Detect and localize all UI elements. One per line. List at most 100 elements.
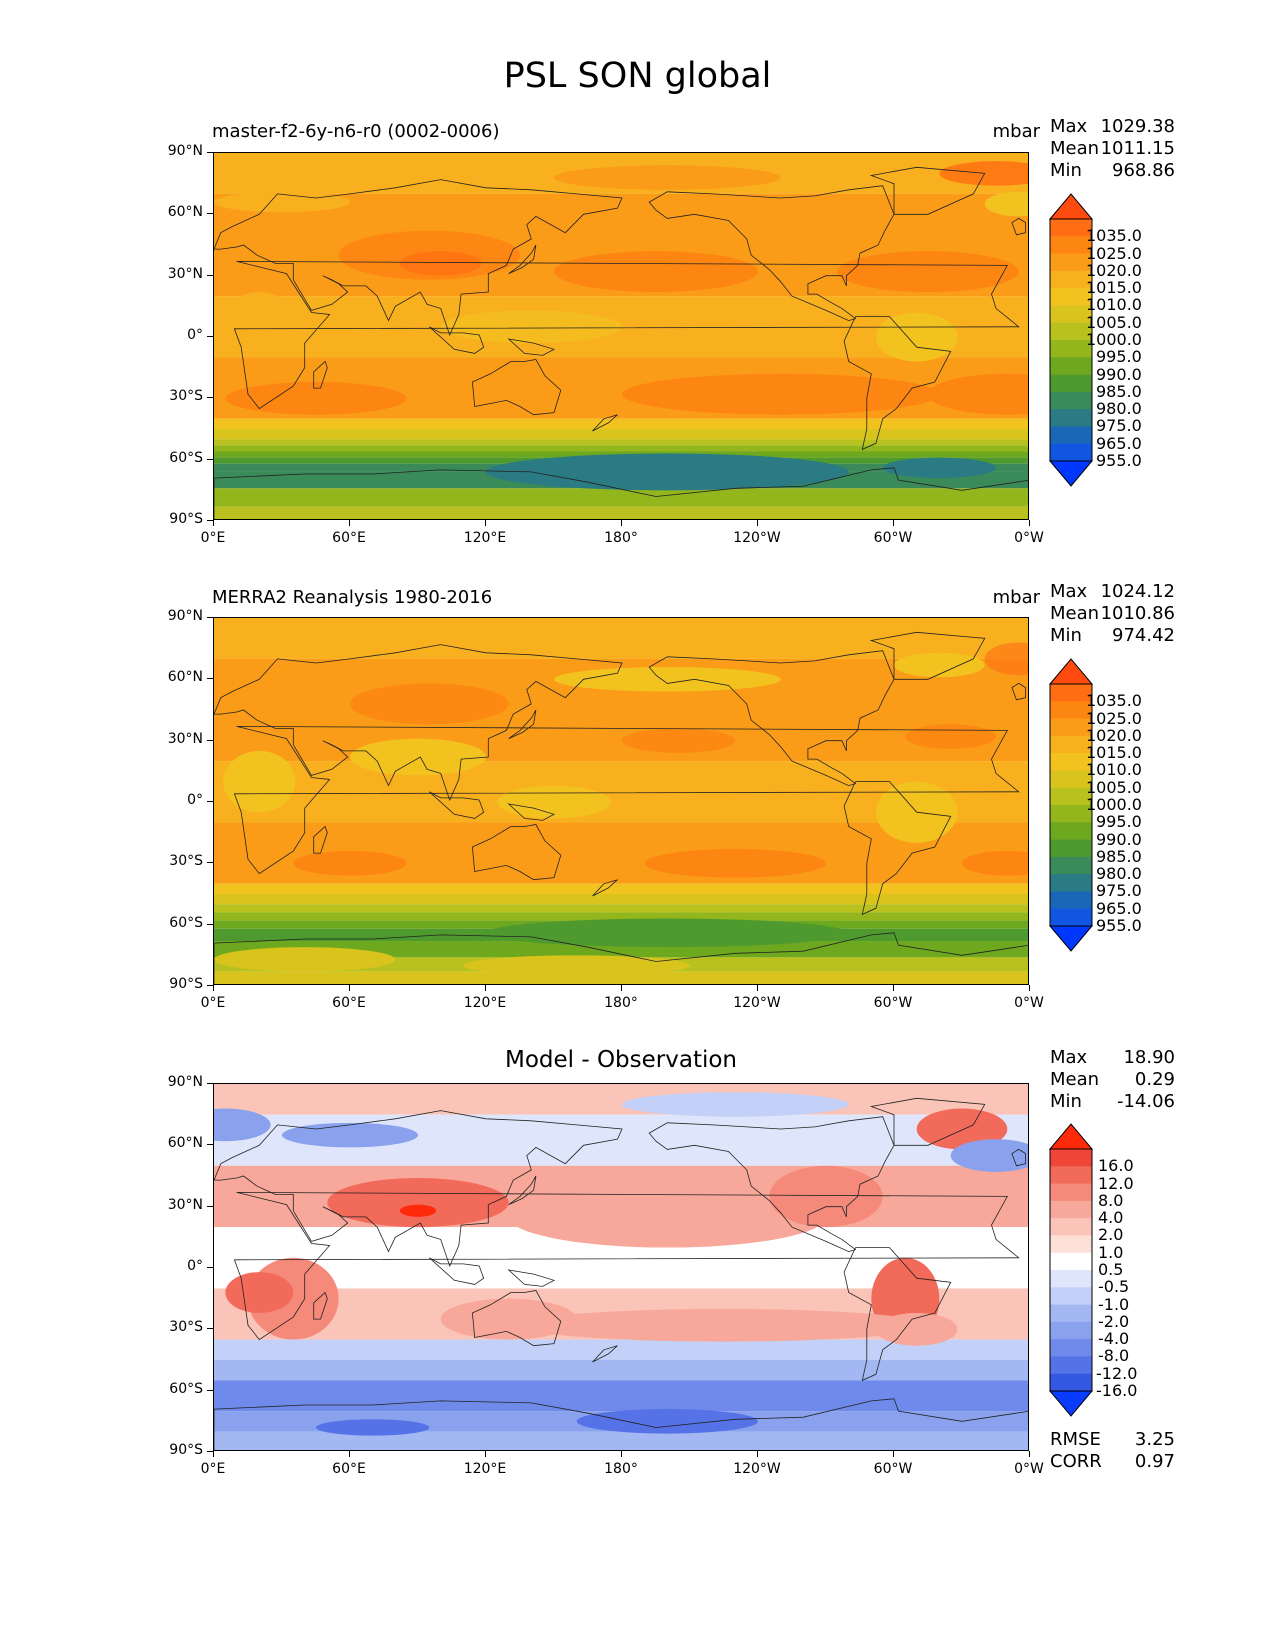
stat-value: 974.42 (1112, 625, 1175, 646)
colorbar-tick-label: 12.0 (1098, 1173, 1134, 1193)
xtick-mark (1029, 1451, 1030, 1457)
colorbar-tick-label: 1035.0 (1086, 226, 1142, 246)
colorbar-tick-label: -8.0 (1098, 1346, 1130, 1366)
ytick-mark (207, 274, 213, 276)
stat-row: Mean 0.29 (1050, 1069, 1175, 1091)
xtick-mark (213, 985, 214, 991)
ytick-mark (207, 397, 213, 399)
xtick-label: 60°E (332, 995, 366, 1011)
panel2-colorbar (1048, 658, 1094, 952)
colorbar-tick-label: 1000.0 (1086, 795, 1142, 814)
ytick-label: 30°N (167, 730, 203, 747)
stat-label: Mean (1050, 1069, 1100, 1090)
colorbar-tick-label: 1035.0 (1086, 691, 1142, 711)
colorbar-tick-label: 985.0 (1096, 381, 1142, 401)
stat-label: Min (1050, 160, 1082, 181)
stat-value: 0.97 (1134, 1451, 1175, 1472)
colorbar-tick-label: 1015.0 (1086, 743, 1142, 763)
colorbar-tick-label: 2.0 (1098, 1225, 1124, 1245)
xtick-label: 180° (604, 1461, 638, 1477)
xtick-label: 120°E (463, 530, 507, 546)
colorbar-tick-label: -4.0 (1098, 1329, 1130, 1349)
ytick-mark (207, 520, 213, 521)
colorbar-tick-label: 980.0 (1096, 864, 1142, 884)
ytick-mark (207, 1389, 213, 1391)
colorbar-tick-label: 1005.0 (1086, 777, 1142, 797)
panel3-colorbar (1048, 1123, 1094, 1417)
xtick-mark (621, 985, 622, 991)
stat-row: Max 18.90 (1050, 1047, 1175, 1069)
xtick-mark (757, 1451, 758, 1457)
colorbar-tick-label: -1.0 (1098, 1294, 1130, 1314)
ytick-label: 90°N (167, 608, 203, 624)
ytick-label: 60°S (169, 1380, 203, 1397)
xtick-label: 120°W (733, 530, 781, 546)
ytick-mark (207, 1328, 213, 1330)
colorbar-tick-label: 1005.0 (1086, 312, 1142, 332)
xtick-mark (485, 520, 486, 526)
colorbar-tick-label: 990.0 (1096, 364, 1142, 384)
colorbar-tick-label: 1010.0 (1086, 295, 1142, 315)
ytick-label: 0° (187, 327, 203, 343)
colorbar-tick-label: 965.0 (1096, 898, 1142, 918)
ytick-mark (207, 458, 213, 460)
stat-value: 1010.86 (1100, 603, 1175, 624)
colorbar-tick-label: 955.0 (1096, 451, 1142, 470)
xtick-label: 60°W (873, 1461, 913, 1477)
ytick-mark (207, 1451, 213, 1452)
stat-value: 18.90 (1123, 1047, 1175, 1068)
xtick-label: 120°E (463, 1461, 507, 1477)
ytick-label: 60°S (169, 914, 203, 931)
xtick-mark (757, 985, 758, 991)
ytick-mark (207, 213, 213, 215)
ytick-mark (207, 985, 213, 986)
xtick-label: 180° (604, 995, 638, 1011)
colorbar-tick-label: 1025.0 (1086, 708, 1142, 728)
ytick-mark (207, 801, 213, 802)
panel1-units: mbar (992, 121, 1040, 142)
stat-row: CORR 0.97 (1050, 1451, 1175, 1473)
figure-title: PSL SON global (503, 56, 772, 96)
ytick-mark (207, 678, 213, 680)
xtick-mark (893, 1451, 894, 1457)
xtick-mark (485, 1451, 486, 1457)
stat-label: RMSE (1050, 1429, 1101, 1450)
colorbar-tick-label: 1015.0 (1086, 278, 1142, 298)
ytick-mark (207, 617, 213, 618)
stat-label: Mean (1050, 138, 1100, 159)
colorbar-tick-label: 1025.0 (1086, 243, 1142, 263)
ytick-label: 30°S (169, 1319, 203, 1336)
colorbar-tick-label: 0.5 (1098, 1260, 1124, 1279)
ytick-label: 90°S (169, 976, 203, 992)
ytick-label: 30°N (167, 265, 203, 282)
ytick-mark (207, 152, 213, 153)
ytick-label: 30°S (169, 388, 203, 405)
colorbar-tick-label: 975.0 (1096, 881, 1142, 901)
stat-label: CORR (1050, 1451, 1102, 1472)
xtick-label: 0°E (200, 1461, 226, 1477)
xtick-label: 0°W (1014, 1461, 1044, 1477)
stat-label: Mean (1050, 603, 1100, 624)
ytick-mark (207, 1267, 213, 1268)
xtick-mark (349, 1451, 350, 1457)
ytick-label: 90°N (167, 143, 203, 159)
xtick-mark (349, 520, 350, 526)
xtick-label: 120°W (733, 1461, 781, 1477)
stat-value: 1029.38 (1100, 116, 1175, 137)
panel2-units: mbar (992, 587, 1040, 608)
ytick-mark (207, 1205, 213, 1207)
colorbar-tick-label: 8.0 (1098, 1190, 1124, 1210)
ytick-label: 0° (187, 792, 203, 808)
ytick-label: 60°N (167, 669, 203, 686)
panel3-rmse-corr: RMSE 3.25 CORR 0.97 (1050, 1429, 1175, 1473)
panel3-map (213, 1083, 1029, 1451)
colorbar-tick-label: 985.0 (1096, 846, 1142, 866)
stat-label: Min (1050, 1091, 1082, 1112)
xtick-label: 120°E (463, 995, 507, 1011)
ytick-label: 90°S (169, 1442, 203, 1458)
xtick-label: 60°W (873, 995, 913, 1011)
panel1-title: master-f2-6y-n6-r0 (0002-0006) (212, 121, 500, 142)
xtick-mark (621, 1451, 622, 1457)
ytick-label: 30°N (167, 1196, 203, 1213)
colorbar-tick-label: 995.0 (1096, 347, 1142, 367)
